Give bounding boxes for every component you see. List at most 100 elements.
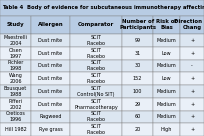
Text: Medium: Medium [157, 102, 176, 107]
Bar [0, 123, 31, 136]
Text: Hill 1982: Hill 1982 [4, 127, 26, 132]
Bar [122, 98, 153, 110]
Bar [122, 47, 153, 60]
Bar [122, 16, 153, 34]
Bar [31, 98, 70, 110]
Text: 29: 29 [134, 102, 141, 107]
Text: Dust mite: Dust mite [38, 102, 62, 107]
Bar [122, 34, 153, 47]
Text: Medium: Medium [157, 63, 176, 68]
Bar [122, 60, 153, 72]
Text: 100: 100 [133, 89, 142, 94]
Text: Pifferi
2002: Pifferi 2002 [8, 99, 22, 109]
Text: Direction of
Chang: Direction of Chang [174, 19, 204, 30]
Bar [0, 85, 31, 98]
Text: SCIT
Placebo: SCIT Placebo [86, 112, 105, 122]
Text: 60: 60 [134, 114, 141, 119]
Bar [70, 47, 122, 60]
Bar [31, 85, 70, 98]
Bar [180, 16, 204, 34]
Text: +: + [190, 89, 194, 94]
Bar [0, 72, 31, 85]
Text: SCIT
Pharmacotherapy: SCIT Pharmacotherapy [74, 99, 118, 109]
Text: Wang
2006: Wang 2006 [9, 73, 22, 84]
Bar [180, 72, 204, 85]
Bar [122, 72, 153, 85]
Bar [31, 34, 70, 47]
Text: SCIT
Control(No SIT): SCIT Control(No SIT) [77, 86, 115, 97]
Text: +: + [190, 114, 194, 119]
Bar [70, 34, 122, 47]
Bar [180, 123, 204, 136]
Bar [153, 47, 180, 60]
Text: 30: 30 [134, 63, 141, 68]
Text: Medium: Medium [157, 89, 176, 94]
Bar [153, 110, 180, 123]
Bar [153, 98, 180, 110]
Text: Medium: Medium [157, 38, 176, 43]
Text: Risk of
Bias: Risk of Bias [156, 19, 177, 30]
Text: SCIT
Placebo: SCIT Placebo [86, 124, 105, 135]
Bar [180, 60, 204, 72]
Text: Maestrelli
2004: Maestrelli 2004 [3, 35, 27, 46]
Text: +: + [190, 102, 194, 107]
Text: High: High [161, 127, 172, 132]
Text: SCIT
Placebo: SCIT Placebo [86, 73, 105, 84]
Bar [70, 110, 122, 123]
Text: Dust mite: Dust mite [38, 38, 62, 43]
Bar [122, 85, 153, 98]
Text: 99: 99 [135, 38, 141, 43]
Text: Study: Study [7, 22, 24, 27]
Text: Dust mite: Dust mite [38, 51, 62, 56]
Bar [0, 0, 204, 16]
Text: Low: Low [162, 76, 171, 81]
Bar [0, 16, 31, 34]
Bar [70, 72, 122, 85]
Bar [122, 123, 153, 136]
Text: Dust mite: Dust mite [38, 76, 62, 81]
Bar [70, 16, 122, 34]
Bar [70, 98, 122, 110]
Bar [70, 85, 122, 98]
Text: +: + [190, 51, 194, 56]
Text: -: - [191, 63, 193, 68]
Text: +: + [190, 76, 194, 81]
Bar [31, 47, 70, 60]
Text: 20: 20 [134, 127, 141, 132]
Text: SCIT
Placebo: SCIT Placebo [86, 61, 105, 71]
Text: 152: 152 [133, 76, 142, 81]
Bar [70, 123, 122, 136]
Text: Pichler
1998: Pichler 1998 [7, 61, 24, 71]
Text: SCIT
Placebo: SCIT Placebo [86, 35, 105, 46]
Bar [153, 16, 180, 34]
Bar [70, 60, 122, 72]
Bar [0, 34, 31, 47]
Bar [153, 34, 180, 47]
Bar [31, 72, 70, 85]
Bar [180, 47, 204, 60]
Text: +: + [190, 127, 194, 132]
Text: +: + [190, 38, 194, 43]
Text: Bousquet
1988: Bousquet 1988 [4, 86, 27, 97]
Text: 31: 31 [134, 51, 141, 56]
Text: Medium: Medium [157, 114, 176, 119]
Text: Table 4  Body of evidence for subcutaneous immunotherapy affecting asthma medica: Table 4 Body of evidence for subcutaneou… [2, 5, 204, 10]
Text: Olsen
1997: Olsen 1997 [9, 48, 22, 58]
Text: Ragweed: Ragweed [39, 114, 62, 119]
Bar [180, 110, 204, 123]
Text: Dust mite: Dust mite [38, 63, 62, 68]
Text: Creticos
1996: Creticos 1996 [6, 112, 25, 122]
Bar [180, 34, 204, 47]
Bar [31, 60, 70, 72]
Text: Low: Low [162, 51, 171, 56]
Bar [31, 16, 70, 34]
Bar [153, 60, 180, 72]
Text: Rye grass: Rye grass [39, 127, 62, 132]
Bar [180, 98, 204, 110]
Bar [153, 123, 180, 136]
Text: Dust mite: Dust mite [38, 89, 62, 94]
Text: Allergen: Allergen [38, 22, 63, 27]
Text: SCIT
Placebo: SCIT Placebo [86, 48, 105, 58]
Bar [122, 110, 153, 123]
Bar [153, 72, 180, 85]
